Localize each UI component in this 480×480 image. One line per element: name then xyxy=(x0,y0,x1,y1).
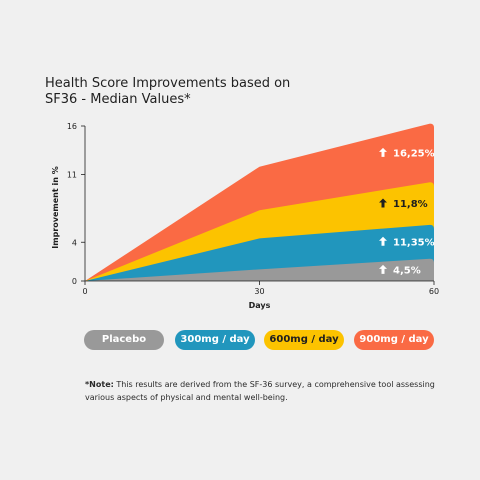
end-label-group: 16,25% xyxy=(379,147,435,159)
footnote-text: This results are derived from the SF-36 … xyxy=(85,380,435,402)
area-placebo xyxy=(85,258,434,281)
arrow-up-icon xyxy=(379,198,387,208)
y-tick-label: 16 xyxy=(67,122,77,131)
end-value-label: 11,35% xyxy=(393,237,435,248)
end-label-group: 11,35% xyxy=(379,236,435,248)
x-axis-label: Days xyxy=(249,301,271,310)
footnote-prefix: *Note: xyxy=(85,380,114,389)
legend-600mg: 600mg / day xyxy=(264,330,344,350)
chart-title: Health Score Improvements based on SF36 … xyxy=(45,76,291,107)
x-tick-label: 0 xyxy=(82,287,87,296)
end-value-label: 16,25% xyxy=(393,148,435,159)
legend-placebo: Placebo xyxy=(84,330,164,350)
area-chart: 0 4 11 16 0 30 60 Days Improvement in % 16,25% 11… xyxy=(51,122,439,310)
series-areas xyxy=(85,123,434,281)
x-tick-label: 30 xyxy=(254,287,264,296)
arrow-up-icon xyxy=(379,147,387,157)
y-tick-label: 0 xyxy=(72,277,77,286)
footnote: *Note: This results are derived from the… xyxy=(85,378,435,404)
y-axis-label: Improvement in % xyxy=(51,166,60,248)
end-value-label: 11,8% xyxy=(393,199,428,210)
chart-axes: 0 4 11 16 0 30 60 Days Improvement in % xyxy=(51,122,439,310)
arrow-up-icon xyxy=(379,264,387,274)
end-label-group: 11,8% xyxy=(379,198,428,210)
legend-900mg: 900mg / day xyxy=(354,330,434,350)
legend: Placebo 300mg / day 600mg / day 900mg / … xyxy=(84,330,434,350)
x-tick-label: 60 xyxy=(429,287,439,296)
y-tick-label: 11 xyxy=(67,170,77,179)
end-label-group: 4,5% xyxy=(379,264,421,276)
arrow-up-icon xyxy=(379,236,387,246)
legend-300mg: 300mg / day xyxy=(175,330,255,350)
y-tick-label: 4 xyxy=(72,238,77,247)
end-value-label: 4,5% xyxy=(393,265,421,276)
end-value-labels: 16,25% 11,8% 11,35% 4,5% xyxy=(379,147,435,276)
